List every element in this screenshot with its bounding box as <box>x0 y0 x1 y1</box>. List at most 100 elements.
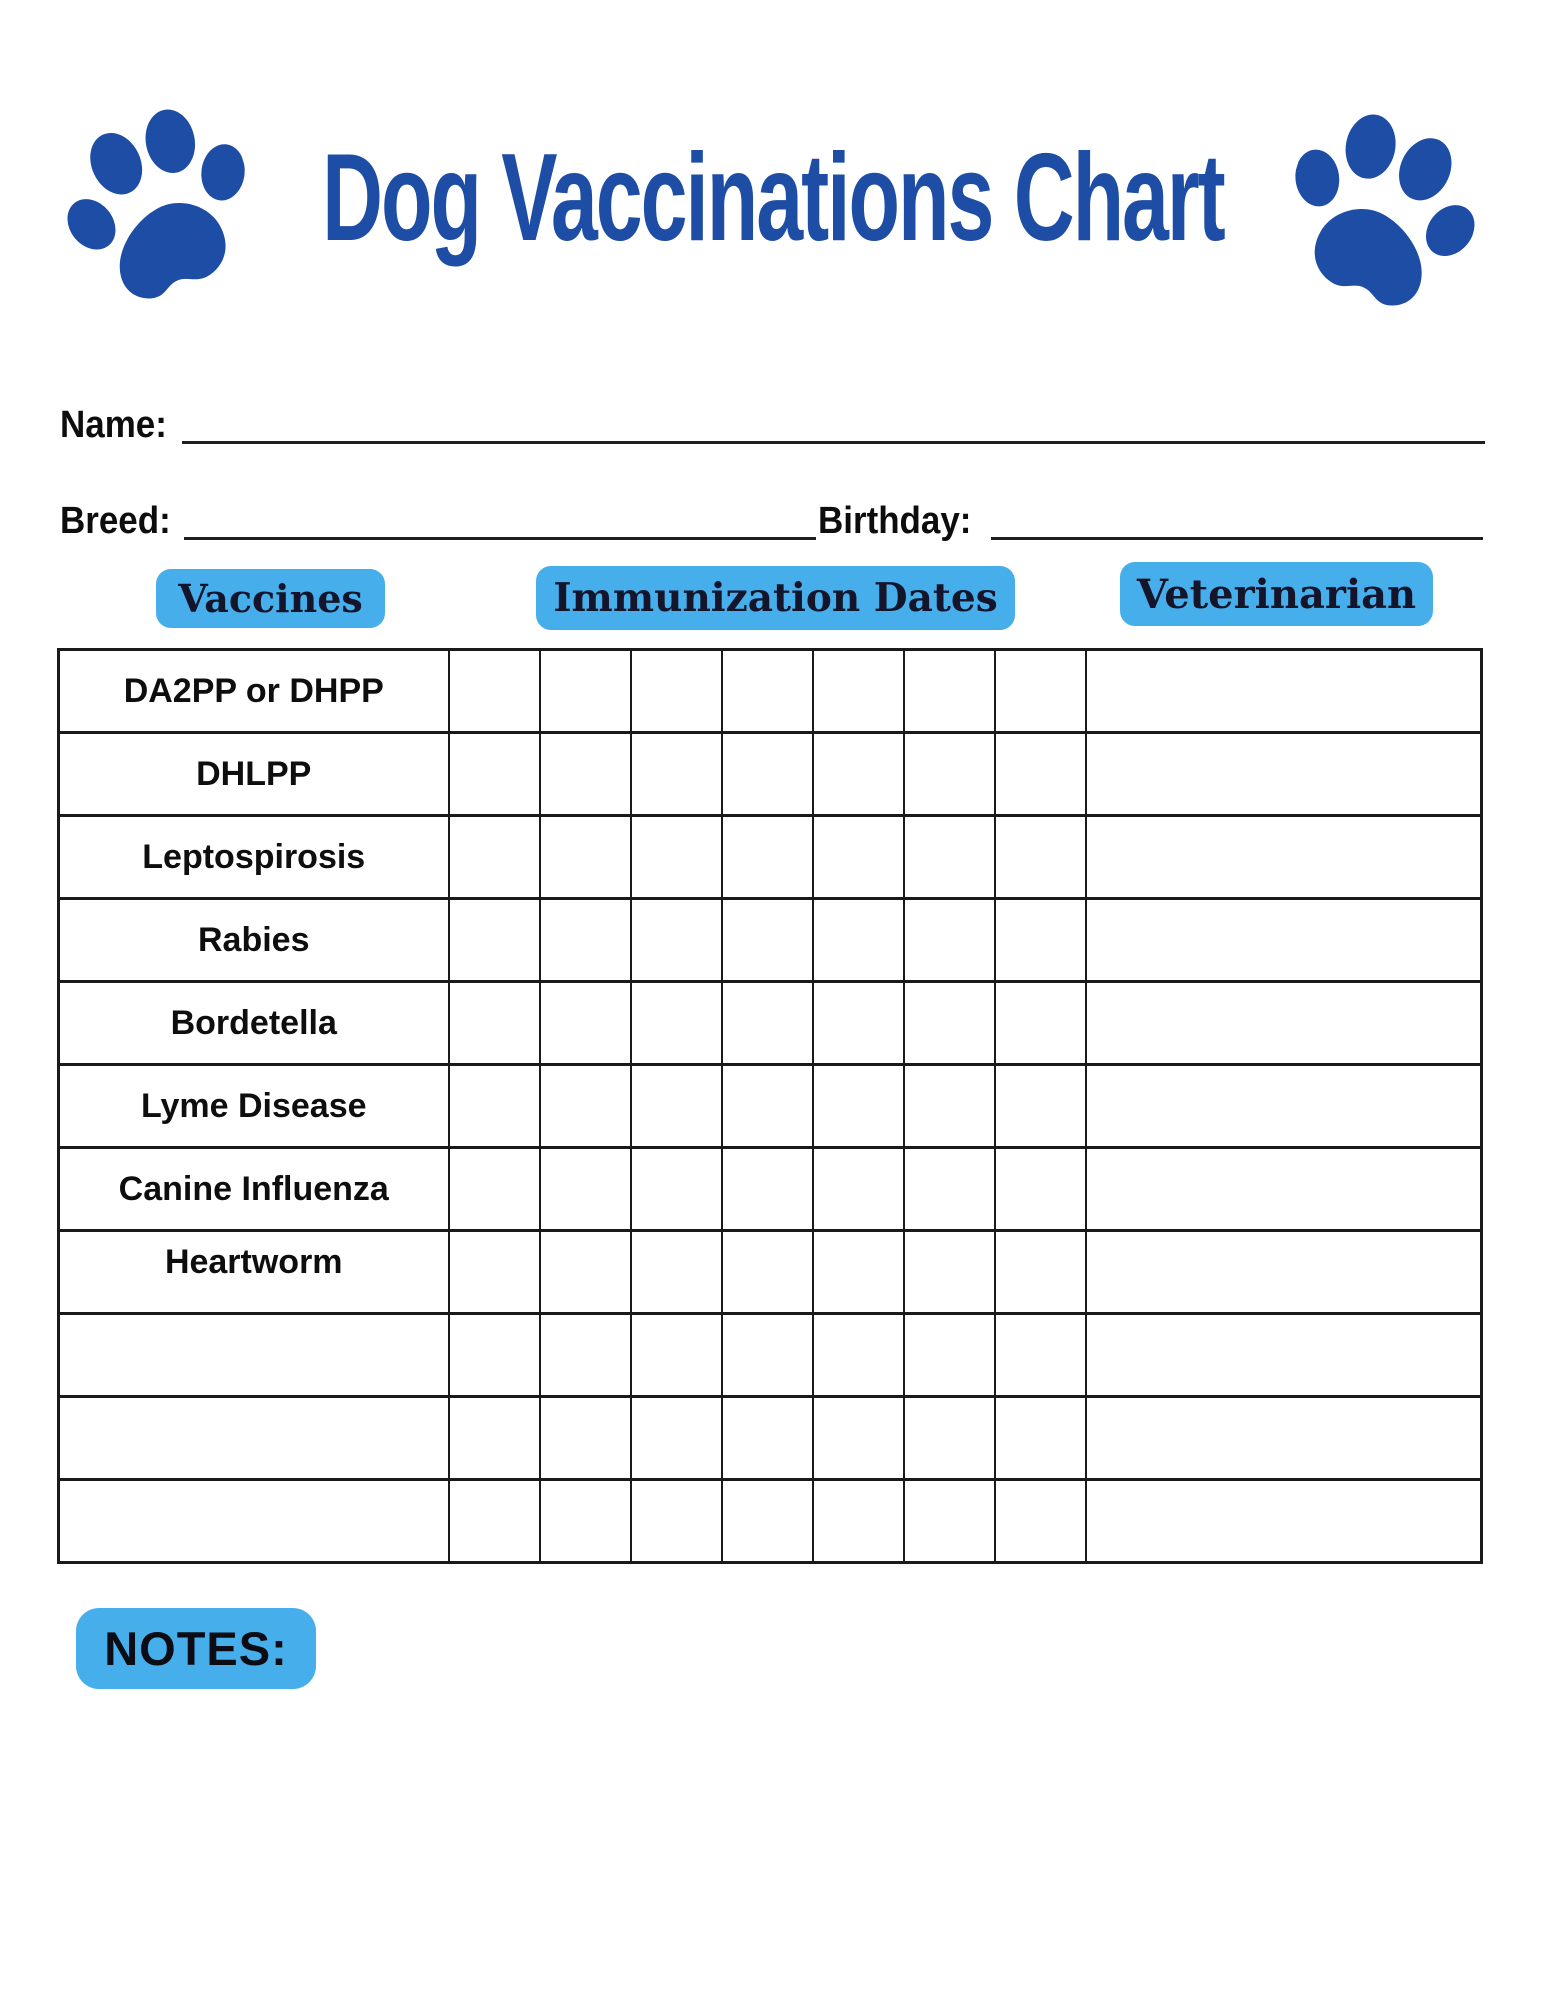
immunization-date-cell[interactable] <box>902 1395 996 1481</box>
veterinarian-cell[interactable] <box>1084 1063 1483 1149</box>
vaccine-name-cell: Bordetella <box>57 980 450 1066</box>
vaccine-name-cell: Heartworm <box>57 1229 450 1315</box>
immunization-date-cell[interactable] <box>538 1229 632 1315</box>
immunization-date-cell[interactable] <box>811 1478 905 1564</box>
birthday-input-line[interactable] <box>991 494 1483 540</box>
immunization-date-cell[interactable] <box>629 1063 723 1149</box>
immunization-date-cell[interactable] <box>447 1063 541 1149</box>
immunization-date-cell[interactable] <box>993 897 1087 983</box>
immunization-date-cell[interactable] <box>538 731 632 817</box>
table-row <box>57 1478 1483 1564</box>
immunization-date-cell[interactable] <box>538 980 632 1066</box>
immunization-date-cell[interactable] <box>447 731 541 817</box>
immunization-date-cell[interactable] <box>629 1229 723 1315</box>
breed-label: Breed: <box>60 500 171 542</box>
immunization-date-cell[interactable] <box>902 731 996 817</box>
immunization-date-cell[interactable] <box>993 814 1087 900</box>
immunization-date-cell[interactable] <box>720 980 814 1066</box>
immunization-date-cell[interactable] <box>447 814 541 900</box>
immunization-date-cell[interactable] <box>720 1312 814 1398</box>
immunization-date-cell[interactable] <box>811 1312 905 1398</box>
immunization-date-cell[interactable] <box>720 1063 814 1149</box>
notes-header-badge: NOTES: <box>76 1608 316 1689</box>
immunization-date-cell[interactable] <box>629 1478 723 1564</box>
immunization-date-cell[interactable] <box>629 731 723 817</box>
name-input-line[interactable] <box>182 398 1485 444</box>
immunization-date-cell[interactable] <box>447 1146 541 1232</box>
vaccine-blank-cell[interactable] <box>57 1312 450 1398</box>
immunization-date-cell[interactable] <box>720 731 814 817</box>
immunization-date-cell[interactable] <box>902 648 996 734</box>
immunization-date-cell[interactable] <box>538 897 632 983</box>
veterinarian-cell[interactable] <box>1084 1395 1483 1481</box>
vaccine-blank-cell[interactable] <box>57 1478 450 1564</box>
immunization-date-cell[interactable] <box>538 648 632 734</box>
immunization-date-cell[interactable] <box>993 1478 1087 1564</box>
immunization-date-cell[interactable] <box>902 814 996 900</box>
table-row <box>57 1395 1483 1481</box>
immunization-date-cell[interactable] <box>447 1229 541 1315</box>
immunization-date-cell[interactable] <box>811 1063 905 1149</box>
immunization-date-cell[interactable] <box>720 648 814 734</box>
immunization-date-cell[interactable] <box>629 1312 723 1398</box>
immunization-date-cell[interactable] <box>811 1146 905 1232</box>
immunization-date-cell[interactable] <box>538 1312 632 1398</box>
immunization-date-cell[interactable] <box>811 814 905 900</box>
veterinarian-cell[interactable] <box>1084 1312 1483 1398</box>
immunization-date-cell[interactable] <box>629 814 723 900</box>
immunization-date-cell[interactable] <box>993 731 1087 817</box>
immunization-date-cell[interactable] <box>447 1395 541 1481</box>
immunization-date-cell[interactable] <box>993 1229 1087 1315</box>
immunization-date-cell[interactable] <box>720 814 814 900</box>
immunization-date-cell[interactable] <box>720 1229 814 1315</box>
immunization-date-cell[interactable] <box>993 1146 1087 1232</box>
immunization-date-cell[interactable] <box>629 1146 723 1232</box>
immunization-date-cell[interactable] <box>447 897 541 983</box>
immunization-date-cell[interactable] <box>993 648 1087 734</box>
immunization-date-cell[interactable] <box>629 648 723 734</box>
vaccine-blank-cell[interactable] <box>57 1395 450 1481</box>
immunization-date-cell[interactable] <box>811 648 905 734</box>
immunization-date-cell[interactable] <box>902 1063 996 1149</box>
immunization-date-cell[interactable] <box>538 1063 632 1149</box>
immunization-date-cell[interactable] <box>538 1478 632 1564</box>
veterinarian-cell[interactable] <box>1084 648 1483 734</box>
immunization-date-cell[interactable] <box>811 731 905 817</box>
immunization-date-cell[interactable] <box>902 1229 996 1315</box>
immunization-date-cell[interactable] <box>629 897 723 983</box>
immunization-date-cell[interactable] <box>902 1312 996 1398</box>
veterinarian-cell[interactable] <box>1084 1146 1483 1232</box>
immunization-date-cell[interactable] <box>902 1146 996 1232</box>
veterinarian-cell[interactable] <box>1084 731 1483 817</box>
immunization-date-cell[interactable] <box>811 980 905 1066</box>
immunization-date-cell[interactable] <box>902 897 996 983</box>
immunization-date-cell[interactable] <box>447 648 541 734</box>
immunization-date-cell[interactable] <box>993 1312 1087 1398</box>
immunization-date-cell[interactable] <box>720 1395 814 1481</box>
immunization-date-cell[interactable] <box>993 1395 1087 1481</box>
immunization-date-cell[interactable] <box>811 1229 905 1315</box>
immunization-date-cell[interactable] <box>629 1395 723 1481</box>
breed-input-line[interactable] <box>184 494 817 540</box>
veterinarian-cell[interactable] <box>1084 1478 1483 1564</box>
immunization-date-cell[interactable] <box>538 1395 632 1481</box>
immunization-date-cell[interactable] <box>720 897 814 983</box>
immunization-date-cell[interactable] <box>538 1146 632 1232</box>
veterinarian-cell[interactable] <box>1084 897 1483 983</box>
immunization-date-cell[interactable] <box>447 980 541 1066</box>
immunization-date-cell[interactable] <box>811 897 905 983</box>
veterinarian-cell[interactable] <box>1084 1229 1483 1315</box>
veterinarian-cell[interactable] <box>1084 980 1483 1066</box>
veterinarian-cell[interactable] <box>1084 814 1483 900</box>
immunization-date-cell[interactable] <box>629 980 723 1066</box>
immunization-date-cell[interactable] <box>902 1478 996 1564</box>
immunization-date-cell[interactable] <box>720 1146 814 1232</box>
immunization-date-cell[interactable] <box>447 1478 541 1564</box>
immunization-date-cell[interactable] <box>902 980 996 1066</box>
immunization-date-cell[interactable] <box>720 1478 814 1564</box>
immunization-date-cell[interactable] <box>993 980 1087 1066</box>
immunization-date-cell[interactable] <box>447 1312 541 1398</box>
immunization-date-cell[interactable] <box>811 1395 905 1481</box>
immunization-date-cell[interactable] <box>538 814 632 900</box>
immunization-date-cell[interactable] <box>993 1063 1087 1149</box>
